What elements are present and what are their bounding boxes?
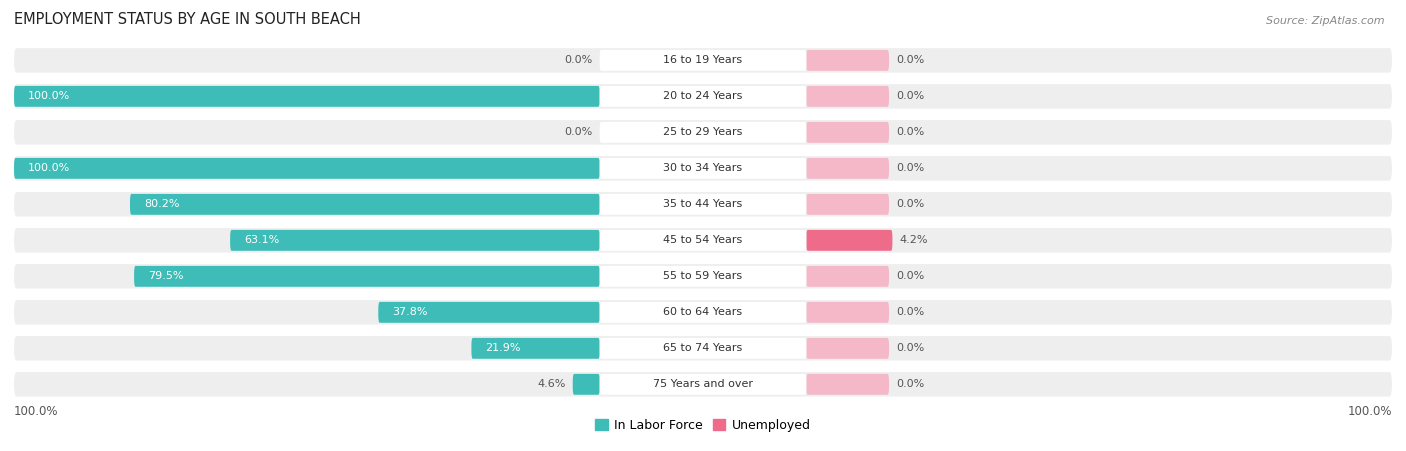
Text: 55 to 59 Years: 55 to 59 Years [664,272,742,281]
FancyBboxPatch shape [14,192,1392,216]
FancyBboxPatch shape [807,122,889,143]
Text: 100.0%: 100.0% [14,405,59,418]
Text: 37.8%: 37.8% [392,307,427,318]
FancyBboxPatch shape [807,194,889,215]
FancyBboxPatch shape [599,230,807,251]
FancyBboxPatch shape [599,122,807,143]
FancyBboxPatch shape [807,86,889,107]
Text: 4.2%: 4.2% [900,235,928,245]
Text: 0.0%: 0.0% [896,343,924,353]
FancyBboxPatch shape [807,374,889,395]
FancyBboxPatch shape [807,302,889,323]
Text: 100.0%: 100.0% [28,163,70,173]
FancyBboxPatch shape [599,86,807,107]
Text: 65 to 74 Years: 65 to 74 Years [664,343,742,353]
Text: 60 to 64 Years: 60 to 64 Years [664,307,742,318]
FancyBboxPatch shape [599,374,807,395]
FancyBboxPatch shape [471,338,599,359]
Text: 0.0%: 0.0% [896,127,924,138]
Text: 16 to 19 Years: 16 to 19 Years [664,55,742,65]
Text: 75 Years and over: 75 Years and over [652,379,754,389]
Text: 20 to 24 Years: 20 to 24 Years [664,92,742,101]
Text: Source: ZipAtlas.com: Source: ZipAtlas.com [1267,16,1385,26]
Text: 45 to 54 Years: 45 to 54 Years [664,235,742,245]
FancyBboxPatch shape [14,86,599,107]
Text: 21.9%: 21.9% [485,343,520,353]
FancyBboxPatch shape [14,158,599,179]
FancyBboxPatch shape [807,50,889,71]
FancyBboxPatch shape [807,338,889,359]
FancyBboxPatch shape [14,156,1392,180]
FancyBboxPatch shape [231,230,599,251]
Text: 80.2%: 80.2% [143,199,180,209]
Text: 35 to 44 Years: 35 to 44 Years [664,199,742,209]
FancyBboxPatch shape [807,266,889,287]
FancyBboxPatch shape [599,194,807,215]
Text: 0.0%: 0.0% [896,272,924,281]
FancyBboxPatch shape [599,338,807,359]
FancyBboxPatch shape [14,300,1392,325]
FancyBboxPatch shape [599,302,807,323]
Text: 63.1%: 63.1% [243,235,280,245]
FancyBboxPatch shape [599,158,807,179]
FancyBboxPatch shape [134,266,599,287]
FancyBboxPatch shape [807,230,893,251]
Text: 0.0%: 0.0% [896,199,924,209]
FancyBboxPatch shape [599,50,807,71]
FancyBboxPatch shape [378,302,599,323]
Text: 30 to 34 Years: 30 to 34 Years [664,163,742,173]
Text: 0.0%: 0.0% [896,379,924,389]
Text: 100.0%: 100.0% [28,92,70,101]
Text: 0.0%: 0.0% [565,55,593,65]
Text: EMPLOYMENT STATUS BY AGE IN SOUTH BEACH: EMPLOYMENT STATUS BY AGE IN SOUTH BEACH [14,12,361,27]
Text: 100.0%: 100.0% [1347,405,1392,418]
Text: 4.6%: 4.6% [537,379,565,389]
FancyBboxPatch shape [599,266,807,287]
Text: 0.0%: 0.0% [896,55,924,65]
FancyBboxPatch shape [14,84,1392,109]
Text: 0.0%: 0.0% [896,92,924,101]
FancyBboxPatch shape [14,372,1392,396]
Text: 0.0%: 0.0% [896,307,924,318]
FancyBboxPatch shape [14,336,1392,360]
Text: 0.0%: 0.0% [896,163,924,173]
FancyBboxPatch shape [572,374,599,395]
FancyBboxPatch shape [14,120,1392,145]
FancyBboxPatch shape [807,158,889,179]
Text: 0.0%: 0.0% [565,127,593,138]
Text: 25 to 29 Years: 25 to 29 Years [664,127,742,138]
FancyBboxPatch shape [14,264,1392,289]
FancyBboxPatch shape [129,194,599,215]
Legend: In Labor Force, Unemployed: In Labor Force, Unemployed [595,419,811,432]
FancyBboxPatch shape [14,48,1392,73]
FancyBboxPatch shape [14,228,1392,253]
Text: 79.5%: 79.5% [148,272,183,281]
